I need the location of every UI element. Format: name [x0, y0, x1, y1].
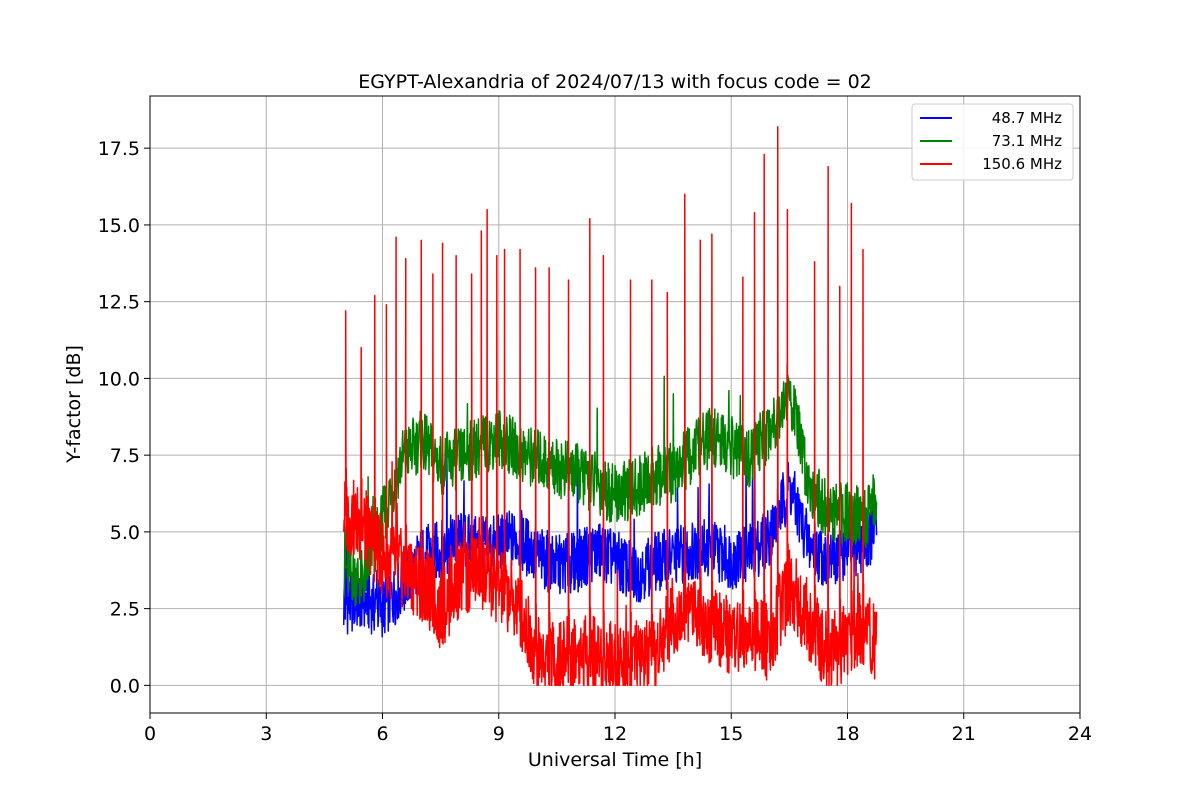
x-tick-label: 18: [835, 723, 859, 745]
y-tick-label: 2.5: [110, 599, 140, 621]
x-axis-label: Universal Time [h]: [528, 749, 702, 771]
y-tick-label: 7.5: [110, 445, 140, 467]
y-axis-label: Y-factor [dB]: [63, 345, 85, 464]
y-tick-label: 17.5: [98, 138, 140, 160]
x-tick-label: 6: [376, 723, 388, 745]
legend-label: 73.1 MHz: [992, 132, 1062, 150]
chart-title: EGYPT-Alexandria of 2024/07/13 with focu…: [358, 71, 872, 93]
y-tick-label: 12.5: [98, 292, 140, 314]
legend-box: [911, 103, 1074, 181]
series-line-3: [343, 125, 878, 687]
x-tick-label: 9: [493, 723, 505, 745]
legend-label: 150.6 MHz: [982, 155, 1062, 173]
x-tick-label: 3: [260, 723, 272, 745]
ticks: 0 3 6 9 12 15 18 21 24 0.0 2.5 5.0 7.5 10.0 12.5 15.0 17…: [98, 138, 1092, 745]
x-tick-label: 15: [719, 723, 743, 745]
series-area: [343, 125, 878, 687]
x-tick-label: 12: [603, 723, 627, 745]
legend: 48.7 MHz 73.1 MHz 150.6 MHz: [911, 103, 1074, 181]
y-tick-label: 10.0: [98, 368, 140, 390]
y-tick-label: 5.0: [110, 522, 140, 544]
x-tick-label: 0: [144, 723, 156, 745]
y-tick-label: 0.0: [110, 675, 140, 697]
legend-label: 48.7 MHz: [992, 109, 1062, 127]
y-tick-label: 15.0: [98, 215, 140, 237]
x-tick-label: 21: [952, 723, 976, 745]
x-tick-label: 24: [1068, 723, 1092, 745]
